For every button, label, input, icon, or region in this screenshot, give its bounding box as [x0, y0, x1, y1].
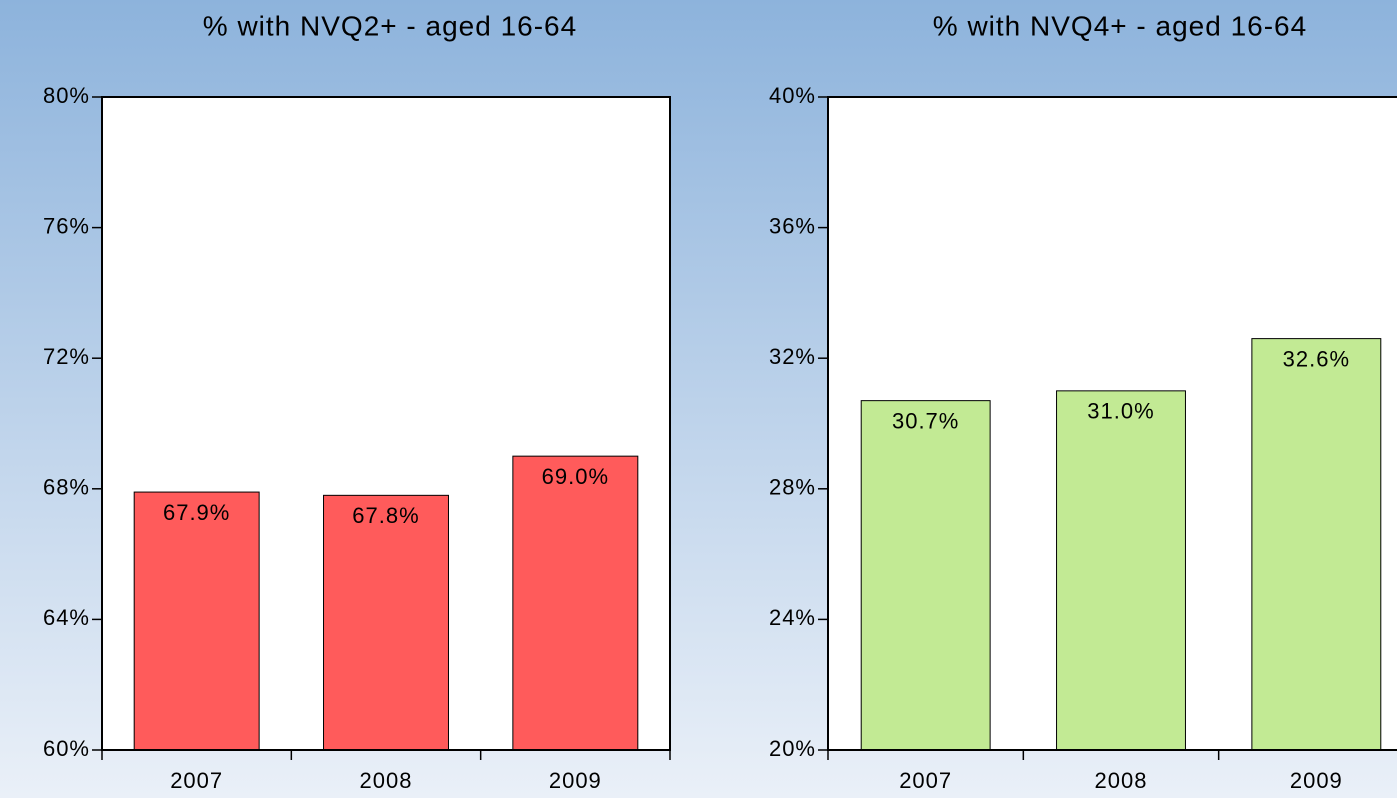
value-label: 30.7%	[892, 408, 959, 433]
value-label: 67.9%	[163, 500, 230, 525]
y-tick-label: 64%	[43, 605, 90, 630]
y-tick-label: 40%	[769, 83, 816, 108]
bar	[1251, 338, 1382, 751]
value-label: 31.0%	[1087, 399, 1154, 424]
bar	[323, 494, 449, 751]
y-tick-label: 60%	[43, 736, 90, 761]
y-tick-label: 36%	[769, 213, 816, 238]
x-tick-label: 2008	[1095, 768, 1148, 793]
value-label: 67.8%	[352, 503, 419, 528]
x-tick-label: 2009	[549, 768, 602, 793]
y-tick-label: 72%	[43, 344, 90, 369]
y-tick-label: 20%	[769, 736, 816, 761]
bar	[512, 455, 639, 751]
y-tick-label: 76%	[43, 213, 90, 238]
x-tick-label: 2007	[170, 768, 223, 793]
value-label: 69.0%	[542, 464, 609, 489]
x-tick-label: 2008	[360, 768, 413, 793]
value-label: 32.6%	[1283, 346, 1350, 371]
y-tick-label: 68%	[43, 475, 90, 500]
bar	[133, 491, 260, 751]
chart-title: % with NVQ4+ - aged 16-64	[933, 10, 1307, 41]
x-tick-label: 2007	[899, 768, 952, 793]
y-tick-label: 28%	[769, 475, 816, 500]
y-tick-label: 24%	[769, 605, 816, 630]
y-tick-label: 32%	[769, 344, 816, 369]
bar	[1056, 390, 1186, 751]
bar	[860, 400, 991, 751]
chart-title: % with NVQ2+ - aged 16-64	[203, 10, 577, 41]
x-tick-label: 2009	[1290, 768, 1343, 793]
y-tick-label: 80%	[43, 83, 90, 108]
